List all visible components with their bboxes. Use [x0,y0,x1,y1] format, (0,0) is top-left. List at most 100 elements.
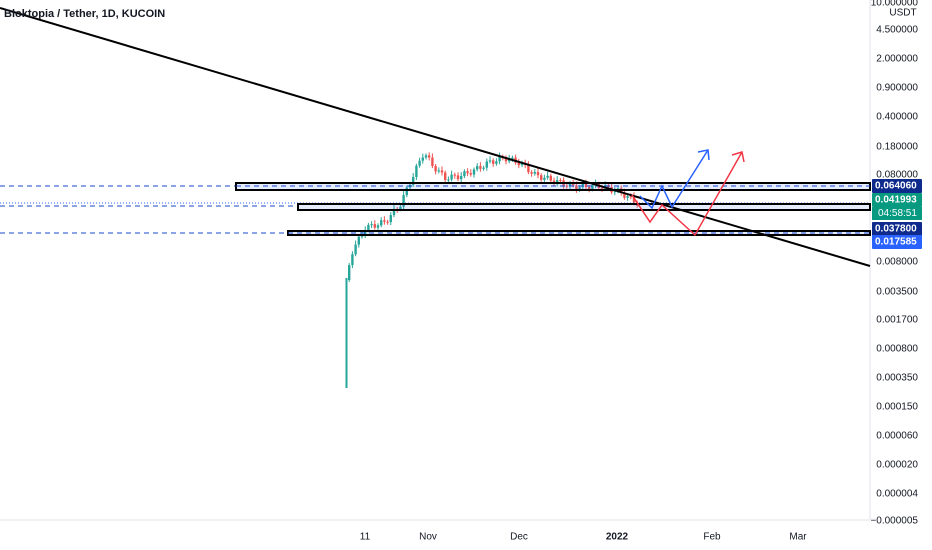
candle-body [456,175,460,180]
candle-body [629,196,632,198]
candle-body [428,155,431,158]
candle-body [447,179,450,181]
projection-arrow [639,149,709,210]
candle-body [364,230,367,236]
price-tag [872,222,922,236]
candle-body [508,158,511,162]
candle-body [466,171,469,174]
arrow-head [697,149,710,161]
candle-body [418,160,421,166]
candle-body [632,196,636,203]
projection-arrow [631,151,743,237]
symbol-title[interactable]: Bloktopia / Tether, 1D, KUCOIN [4,8,165,20]
candle-body [584,183,588,187]
candle-body [626,196,629,198]
candle-body [581,183,584,188]
candle-body [348,265,351,280]
candle-body [572,182,575,186]
candle-body [444,172,447,180]
price-label: 0.000060 [876,431,918,442]
candle-body [623,192,626,198]
price-tag-text: 0.017585 [875,237,917,248]
price-label: 0.000350 [876,373,918,384]
candle-body [412,176,415,185]
candle-body [386,221,389,223]
candle-body [530,172,533,174]
price-label: −0.000005 [870,516,918,527]
candle-body [488,160,492,162]
candle-body [543,177,546,180]
candle-body [392,208,396,216]
candle-body [402,195,405,207]
candle-body [540,175,543,180]
candle-body [613,191,616,193]
candle-body [520,162,524,166]
time-label: Feb [703,532,721,543]
price-tag [872,235,922,249]
price-label: 0.008000 [876,257,918,268]
price-tag [872,179,922,193]
candle-body [367,224,370,231]
candle-body [370,224,373,226]
candle-body [600,187,604,189]
candle-body [476,166,479,170]
candle-body [588,186,591,190]
time-label: 2022 [606,532,629,543]
price-label: 0.000150 [876,402,918,413]
time-axis: 11 Nov Dec 2022 Feb Mar [360,532,807,543]
axis-unit[interactable]: USDT [889,8,916,19]
price-label: 0.001700 [876,315,918,326]
candle-body [463,171,466,177]
time-label: Nov [419,532,437,543]
price-label: 0.000800 [876,344,918,355]
candle-body [453,174,456,176]
candle-body [460,176,463,180]
price-label: 0.180000 [876,142,918,153]
price-axis: 10.000000 4.500000 2.000000 0.900000 0.40000… [870,0,918,527]
candle-body [511,157,514,159]
candle-body [559,180,562,182]
candle-body [568,182,572,187]
price-label: 0.400000 [876,112,918,123]
price-label: 0.000020 [876,460,918,471]
candle-body [450,174,453,180]
candle-body [354,244,357,255]
price-label: 10.000000 [871,0,919,9]
price-tag-text: 0.064060 [875,181,917,192]
candle-body [492,160,495,164]
candle-body [472,169,476,175]
candle-body [405,187,408,196]
time-label: 11 [360,532,371,543]
price-label: 0.000004 [876,489,918,500]
candle-body [549,175,552,181]
candle-body [578,187,581,190]
price-tag-text: 0.037800 [875,224,917,235]
price-label: 4.500000 [876,25,918,36]
price-tags: 0.064060 0.041993 04:58:51 0.037800 0.017585 [872,179,922,249]
candle-body [479,166,482,169]
candle-body [527,165,530,173]
candle-body [380,220,383,226]
candle-body [373,224,376,228]
candle-body [376,225,380,228]
candle-body [536,172,540,176]
candle-body [495,161,498,164]
price-label: 0.003500 [876,287,918,298]
candle-body [421,157,424,161]
price-label: 0.900000 [876,83,918,94]
candle-body [482,167,485,169]
candle-body [575,185,578,190]
candle-body [434,166,437,172]
candle-body [469,173,472,175]
candle-body [498,156,501,162]
time-label: Mar [789,532,807,543]
candle-body [591,185,594,190]
candle-body [424,155,428,158]
candle-body [383,220,386,222]
time-label: Dec [510,532,528,543]
candle-body [415,165,418,177]
candle-body [533,172,536,174]
candle-body [504,158,508,162]
zone [297,203,871,211]
